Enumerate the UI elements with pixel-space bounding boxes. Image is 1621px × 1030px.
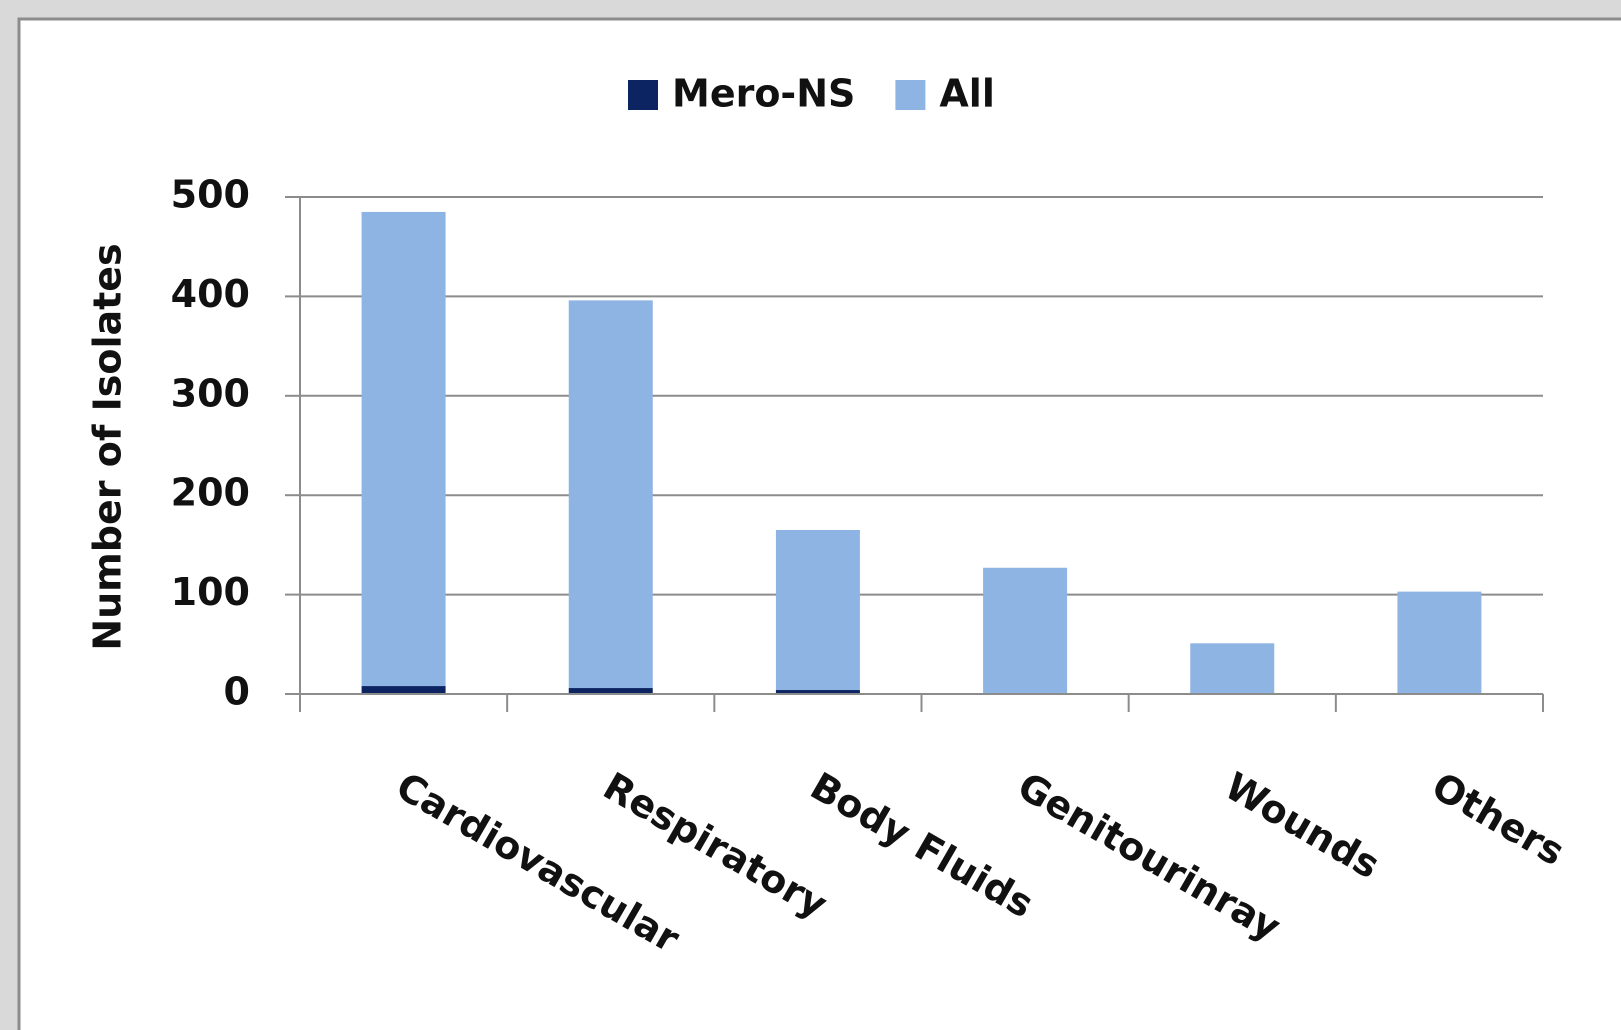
- bar-segment: [361, 686, 446, 694]
- y-tick-label: 200: [171, 471, 250, 515]
- bar-segment: [775, 529, 860, 691]
- legend-label: Mero-NS: [672, 72, 855, 116]
- bar-segment: [568, 688, 653, 694]
- bar-segment: [361, 211, 446, 687]
- legend-swatch: [895, 80, 926, 110]
- legend-label: All: [939, 72, 994, 116]
- bar-segment: [1397, 591, 1482, 694]
- y-axis-title: Number of Isolates: [86, 243, 130, 650]
- y-tick-label: 500: [171, 173, 250, 217]
- bar-segment: [1190, 643, 1275, 694]
- y-tick-label: 0: [224, 670, 250, 714]
- y-tick-label: 100: [171, 570, 250, 614]
- legend-swatch: [628, 80, 658, 110]
- chart-panel: [17, 17, 1621, 1030]
- y-tick-label: 300: [171, 371, 250, 415]
- y-tick-label: 400: [171, 272, 250, 316]
- bar-segment: [983, 567, 1068, 694]
- bar-segment: [568, 300, 653, 689]
- bar-segment: [775, 690, 860, 694]
